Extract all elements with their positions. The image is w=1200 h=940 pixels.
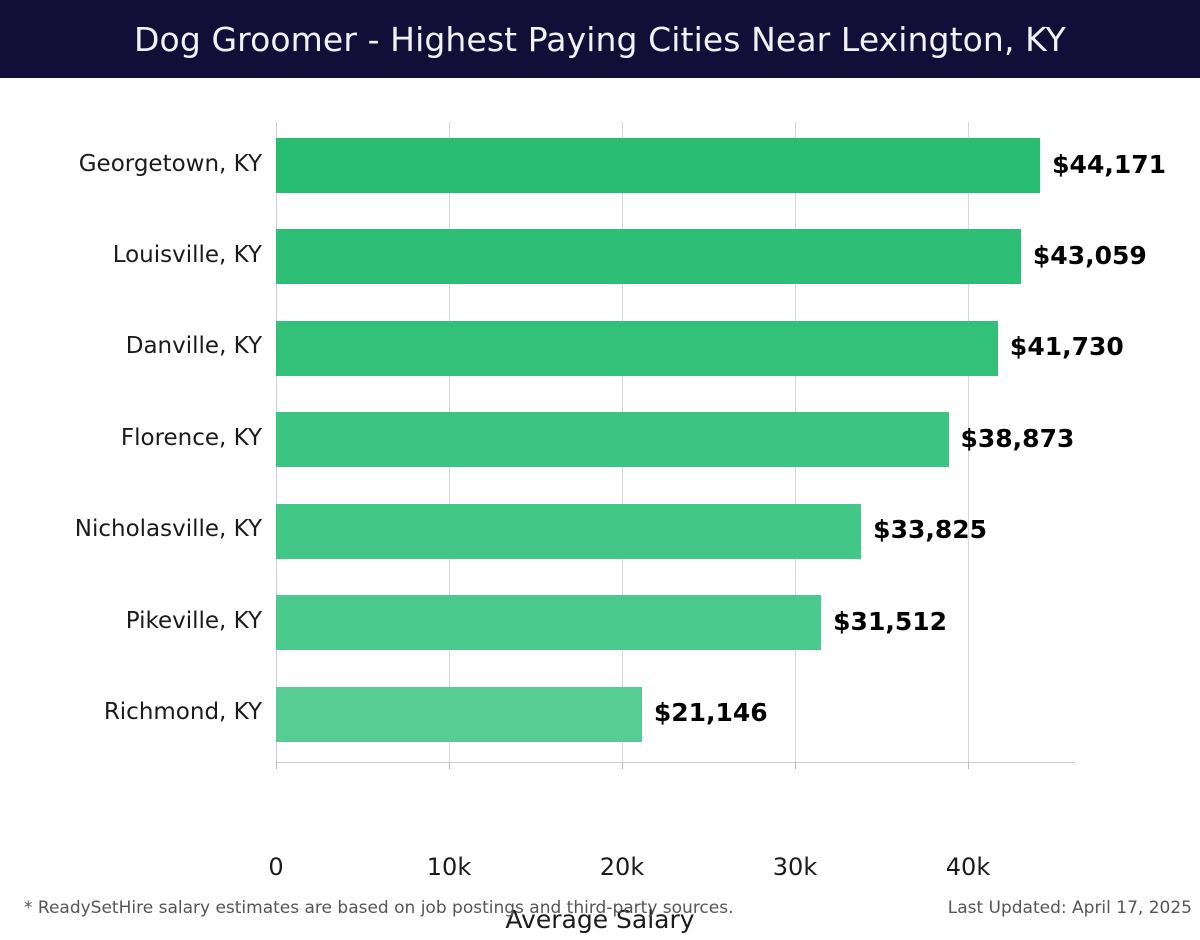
tick-mark <box>622 762 623 769</box>
bar[interactable] <box>276 138 1041 193</box>
bar-value-label: $44,171 <box>1052 149 1167 179</box>
x-tick-label: 0 <box>268 853 284 881</box>
bar-value-label: $21,146 <box>653 698 768 728</box>
x-tick-label: 40k <box>945 853 991 881</box>
gridline <box>968 122 969 762</box>
y-axis-category-label: Danville, KY <box>125 333 262 360</box>
bar[interactable] <box>276 229 1021 285</box>
page-title: Dog Groomer - Highest Paying Cities Near… <box>134 19 1066 59</box>
x-tick-label: 10k <box>426 853 472 881</box>
tick-mark <box>795 762 796 769</box>
x-tick-label: 30k <box>772 853 818 881</box>
y-axis-category-label: Florence, KY <box>120 424 262 451</box>
footer-last-updated: Last Updated: April 17, 2025 <box>947 898 1192 918</box>
plot-area <box>276 122 1075 769</box>
chart-body: Georgetown, KY Louisville, KY Danville, KY… <box>0 78 1200 934</box>
bar[interactable] <box>276 686 642 742</box>
footer-disclaimer: * ReadySetHire salary estimates are base… <box>24 898 734 918</box>
bar-value-label: $31,512 <box>833 606 948 636</box>
bar[interactable] <box>276 595 822 651</box>
bar-value-label: $41,730 <box>1009 332 1124 362</box>
x-axis-title: Average Salary <box>505 905 695 934</box>
tick-mark <box>968 762 969 769</box>
y-axis-category-label: Pikeville, KY <box>125 607 262 634</box>
x-tick-label: 20k <box>599 853 645 881</box>
bar[interactable] <box>276 503 862 559</box>
tick-mark <box>276 762 277 769</box>
bar-value-label: $33,825 <box>873 515 988 545</box>
y-axis-category-label: Richmond, KY <box>103 699 262 726</box>
bar[interactable] <box>276 320 998 376</box>
y-axis-category-label: Nicholasville, KY <box>74 516 262 543</box>
y-axis-category-label: Louisville, KY <box>112 241 262 268</box>
bar[interactable] <box>276 412 949 468</box>
chart-header-bar: Dog Groomer - Highest Paying Cities Near… <box>0 0 1200 78</box>
x-axis-line <box>276 762 1075 763</box>
bar-value-label: $38,873 <box>960 423 1075 453</box>
y-axis-category-label: Georgetown, KY <box>78 150 262 177</box>
tick-mark <box>449 762 450 769</box>
bar-value-label: $43,059 <box>1032 240 1147 270</box>
